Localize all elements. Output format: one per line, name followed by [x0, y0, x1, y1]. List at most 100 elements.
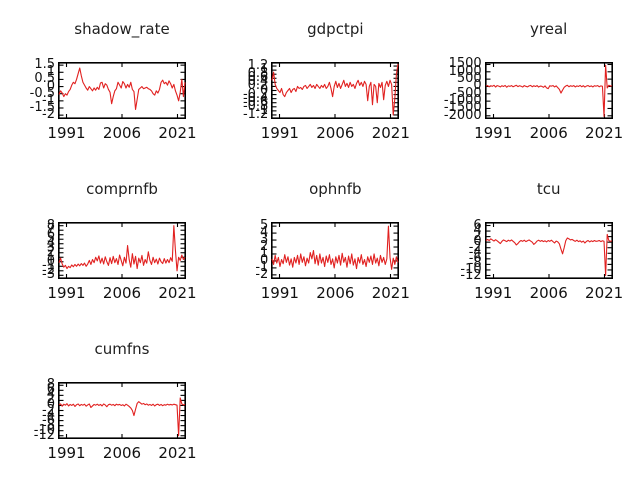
plot-box: [58, 382, 186, 439]
y-tick-label: -1: [255, 259, 269, 275]
x-tick-label: 2006: [529, 124, 568, 142]
x-axis-tick-labels: 1991 2006 2021: [261, 284, 410, 304]
chart-panel: shadow_rate 1.5 1 0.5 0 -0.5 -1 -1.5 -2 1991 200…: [0, 0, 213, 160]
y-tick-label: 8: [46, 217, 55, 233]
y-tick-label: -8: [468, 256, 482, 272]
y-tick-label: -4: [468, 245, 482, 261]
y-tick-label: -0.4: [242, 90, 269, 106]
x-axis-tick-labels: 1991 2006 2021: [474, 284, 623, 304]
panel-title: yreal: [530, 20, 568, 38]
y-tick-label: -2: [255, 266, 269, 282]
x-axis-tick-labels: 1991 2006 2021: [261, 124, 410, 144]
x-tick-label: 2006: [102, 444, 142, 462]
x-tick-label: 2006: [316, 124, 355, 142]
y-tick-label: 4: [46, 235, 55, 251]
y-tick-label: 4: [46, 387, 55, 403]
y-tick-label: -1: [255, 102, 269, 118]
y-tick-label: -0.8: [242, 98, 269, 114]
x-tick-label: 2021: [158, 444, 197, 462]
y-tick-label: 0: [260, 252, 269, 268]
y-tick-label: -1.5: [29, 100, 55, 115]
x-axis-tick-labels: 1991 2006 2021: [47, 124, 196, 144]
x-axis-tick-labels: 1991 2006 2021: [474, 124, 623, 144]
y-tick-label: -1: [42, 258, 55, 274]
y-tick-label: 0.8: [247, 66, 269, 82]
y-tick-label: 4: [260, 225, 269, 241]
x-tick-label: 1991: [260, 124, 299, 142]
y-tick-label: 0: [46, 78, 55, 94]
y-tick-label: -1000: [443, 93, 482, 109]
x-tick-label: 1991: [474, 284, 513, 302]
x-tick-label: 1991: [47, 444, 86, 462]
chart-panel: ophnfb 5 4 3 2 1 0 -1 -2 1991 2006 2021: [213, 160, 426, 320]
y-tick-label: 0: [473, 234, 482, 250]
y-axis-tick-labels: 8 6 4 2 0 -2 -4 -6 -8 -10 -12: [0, 320, 55, 480]
y-tick-label: -2: [468, 239, 482, 255]
x-tick-label: 1991: [47, 124, 86, 142]
y-tick-label: -8: [42, 417, 55, 433]
plot-box: [484, 62, 613, 119]
x-axis-tick-labels: 1991 2006 2021: [47, 444, 196, 464]
panel-title: comprnfb: [86, 180, 158, 198]
x-tick-label: 2021: [158, 284, 197, 302]
x-tick-label: 1991: [260, 284, 299, 302]
chart-panel: cumfns 8 6 4 2 0 -2 -4 -6 -8 -10 -12 1991 2006 2021: [0, 320, 213, 480]
y-tick-label: -2: [42, 262, 55, 278]
y-tick-label: -500: [452, 85, 482, 101]
y-tick-label: 1: [46, 249, 55, 265]
chart-panel: comprnfb 8 7 6 5 4 3 2 1 0 -1 -2 -3 1991 2006 2021: [0, 160, 213, 320]
y-tick-label: -6: [42, 412, 55, 428]
y-tick-label: 1: [260, 62, 269, 78]
x-tick-label: 2021: [585, 124, 624, 142]
y-tick-label: 0.5: [34, 71, 55, 87]
y-tick-label: 1.5: [34, 57, 55, 73]
y-tick-label: 0.2: [247, 78, 269, 94]
y-tick-label: 1: [46, 64, 55, 80]
chart-panel: gdpctpi 1.2 1 0.8 0.6 0.4 0.2 0 -0.2 -0.4 -0.6 -0.…: [213, 0, 426, 160]
y-axis-tick-labels: 6 4 2 0 -2 -4 -6 -8 -10 -12: [427, 160, 482, 320]
y-tick-label: 0.4: [247, 74, 269, 90]
y-tick-label: 3: [46, 240, 55, 256]
y-tick-label: -0.5: [29, 85, 55, 101]
y-tick-label: -10: [460, 261, 482, 277]
panel-title: cumfns: [94, 340, 150, 358]
y-axis-tick-labels: 1.5 1 0.5 0 -0.5 -1 -1.5 -2: [0, 0, 55, 160]
y-tick-label: 0: [260, 82, 269, 98]
y-tick-label: 0: [473, 78, 482, 94]
panel-title: tcu: [536, 180, 561, 198]
x-tick-label: 1991: [474, 124, 513, 142]
y-tick-label: -1: [42, 92, 55, 108]
plot-box: [271, 222, 400, 279]
y-tick-label: -2000: [443, 107, 482, 123]
y-tick-label: 2: [473, 228, 482, 244]
y-tick-label: -0.2: [242, 86, 269, 102]
y-tick-label: 1500: [448, 56, 482, 72]
plot-box: [58, 222, 186, 279]
y-axis-tick-labels: 5 4 3 2 1 0 -1 -2: [213, 160, 268, 320]
y-tick-label: 500: [456, 71, 482, 87]
x-tick-label: 2021: [371, 124, 410, 142]
x-tick-label: 2006: [316, 284, 355, 302]
y-tick-label: -0.6: [242, 94, 269, 110]
y-tick-label: -1.2: [242, 106, 269, 122]
x-tick-label: 2006: [102, 124, 142, 142]
y-tick-label: 1.2: [247, 58, 269, 74]
y-tick-label: 1: [260, 245, 269, 261]
y-tick-label: -6: [468, 250, 482, 266]
y-tick-label: 0.6: [247, 70, 269, 86]
plot-box: [271, 62, 400, 119]
chart-panel: tcu 6 4 2 0 -2 -4 -6 -8 -10 -12 1991 2006 2021: [427, 160, 640, 320]
y-tick-label: 3: [260, 232, 269, 248]
x-tick-label: 1991: [47, 284, 86, 302]
y-tick-label: -12: [33, 427, 55, 443]
y-tick-label: 6: [46, 382, 55, 398]
y-tick-label: 1000: [448, 63, 482, 79]
panel-title: ophnfb: [309, 180, 362, 198]
y-tick-label: -1500: [443, 100, 482, 116]
y-axis-tick-labels: 1.2 1 0.8 0.6 0.4 0.2 0 -0.2 -0.4 -0.6 -0.8 -1 -1.2: [213, 0, 268, 160]
panel-title: gdpctpi: [307, 20, 364, 38]
y-tick-label: 5: [260, 218, 269, 234]
panel-title: shadow_rate: [74, 20, 170, 38]
y-tick-label: 8: [46, 377, 55, 393]
